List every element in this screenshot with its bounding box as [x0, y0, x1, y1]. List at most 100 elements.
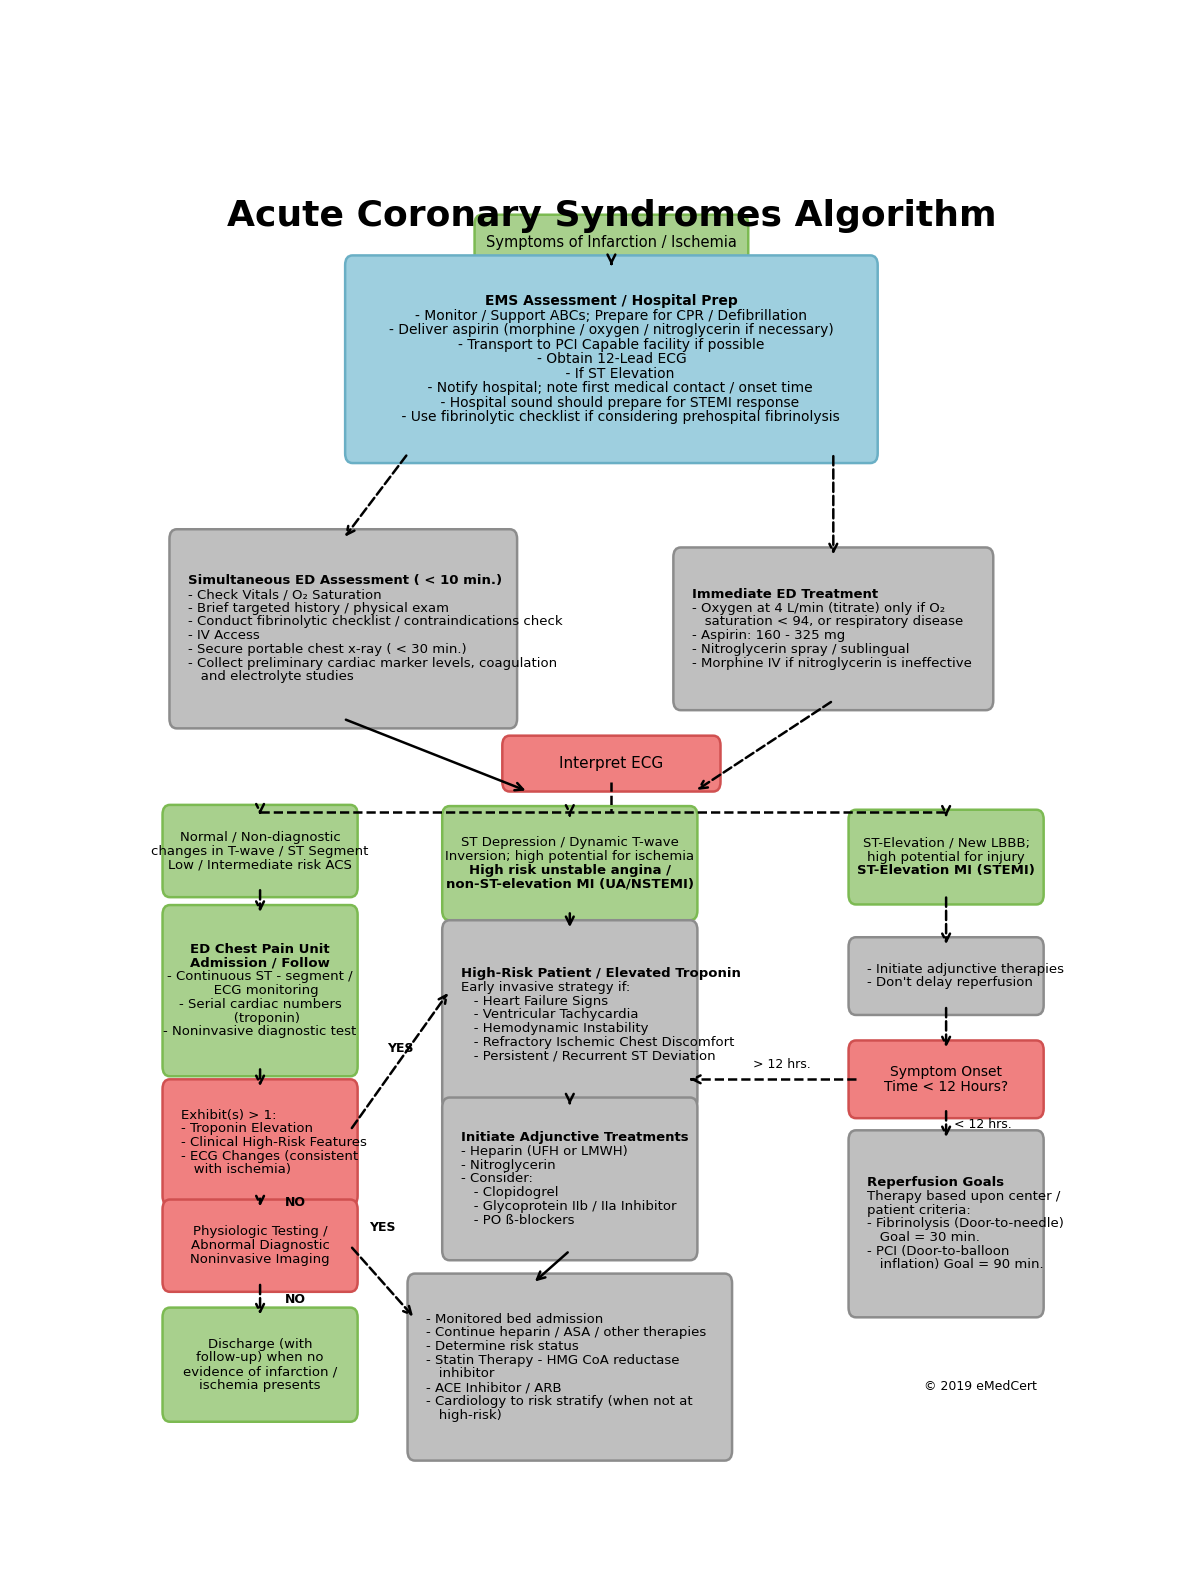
Text: - Hospital sound should prepare for STEMI response: - Hospital sound should prepare for STEM…: [424, 396, 799, 410]
Text: - Clinical High-Risk Features: - Clinical High-Risk Features: [181, 1135, 367, 1150]
Text: - Collect preliminary cardiac marker levels, coagulation: - Collect preliminary cardiac marker lev…: [188, 656, 557, 670]
Text: high potential for injury: high potential for injury: [867, 850, 1025, 864]
FancyBboxPatch shape: [502, 735, 721, 792]
Text: Reperfusion Goals: Reperfusion Goals: [867, 1176, 1005, 1189]
Text: - Refractory Ischemic Chest Discomfort: - Refractory Ischemic Chest Discomfort: [460, 1036, 734, 1049]
Text: High risk unstable angina /: High risk unstable angina /: [469, 864, 670, 877]
Text: ST Depression / Dynamic T-wave: ST Depression / Dynamic T-wave: [460, 836, 679, 848]
Text: Early invasive strategy if:: Early invasive strategy if:: [460, 981, 630, 994]
Text: - Heart Failure Signs: - Heart Failure Signs: [460, 995, 607, 1008]
Text: with ischemia): with ischemia): [181, 1164, 291, 1176]
FancyBboxPatch shape: [345, 255, 878, 464]
Text: evidence of infarction /: evidence of infarction /: [183, 1366, 338, 1378]
Text: EMS Assessment / Hospital Prep: EMS Assessment / Hospital Prep: [486, 295, 737, 309]
Text: inhibitor: inhibitor: [426, 1367, 494, 1380]
Text: - Brief targeted history / physical exam: - Brief targeted history / physical exam: [188, 602, 449, 615]
Text: follow-up) when no: follow-up) when no: [197, 1351, 323, 1364]
Text: Time < 12 Hours?: Time < 12 Hours?: [884, 1080, 1008, 1093]
Text: - Continuous ST - segment /: - Continuous ST - segment /: [167, 970, 353, 984]
Text: - Aspirin: 160 - 325 mg: - Aspirin: 160 - 325 mg: [692, 629, 845, 642]
FancyBboxPatch shape: [162, 1079, 358, 1205]
Text: Discharge (with: Discharge (with: [208, 1337, 313, 1350]
Text: - Fibrinolysis (Door-to-needle): - Fibrinolysis (Door-to-needle): [867, 1217, 1064, 1230]
Text: Normal / Non-diagnostic: Normal / Non-diagnostic: [180, 831, 340, 844]
Text: - Monitored bed admission: - Monitored bed admission: [426, 1312, 604, 1326]
Text: - Secure portable chest x-ray ( < 30 min.): - Secure portable chest x-ray ( < 30 min…: [188, 643, 466, 656]
Text: - Heparin (UFH or LMWH): - Heparin (UFH or LMWH): [460, 1145, 628, 1158]
Text: - ACE Inhibitor / ARB: - ACE Inhibitor / ARB: [426, 1381, 562, 1394]
Text: - Initiate adjunctive therapies: - Initiate adjunctive therapies: [867, 962, 1064, 976]
Text: Admission / Follow: Admission / Follow: [190, 957, 330, 970]
Text: - Cardiology to risk stratify (when not at: - Cardiology to risk stratify (when not …: [426, 1396, 693, 1408]
Text: Low / Intermediate risk ACS: Low / Intermediate risk ACS: [168, 858, 352, 871]
Text: - Check Vitals / O₂ Saturation: - Check Vitals / O₂ Saturation: [188, 588, 382, 601]
FancyBboxPatch shape: [443, 921, 698, 1110]
Text: ST-Elevation / New LBBB;: ST-Elevation / New LBBB;: [863, 837, 1030, 850]
Text: saturation < 94, or respiratory disease: saturation < 94, or respiratory disease: [692, 615, 963, 629]
Text: - Transport to PCI Capable facility if possible: - Transport to PCI Capable facility if p…: [458, 337, 765, 352]
Text: - IV Access: - IV Access: [188, 629, 260, 642]
Text: inflation) Goal = 90 min.: inflation) Goal = 90 min.: [867, 1258, 1044, 1271]
Text: Goal = 30 min.: Goal = 30 min.: [867, 1232, 979, 1244]
Text: Interpret ECG: Interpret ECG: [560, 755, 663, 771]
Text: - Morphine IV if nitroglycerin is ineffective: - Morphine IV if nitroglycerin is ineffe…: [692, 656, 972, 670]
FancyBboxPatch shape: [162, 804, 358, 897]
Text: - Clopidogrel: - Clopidogrel: [460, 1186, 558, 1199]
Text: Initiate Adjunctive Treatments: Initiate Adjunctive Treatments: [460, 1131, 688, 1145]
Text: - Troponin Elevation: - Troponin Elevation: [181, 1123, 313, 1135]
Text: - ECG Changes (consistent: - ECG Changes (consistent: [181, 1150, 358, 1162]
Text: - Monitor / Support ABCs; Prepare for CPR / Defibrillation: - Monitor / Support ABCs; Prepare for CP…: [415, 309, 808, 323]
Text: ischemia presents: ischemia presents: [199, 1378, 321, 1392]
Text: High-Risk Patient / Elevated Troponin: High-Risk Patient / Elevated Troponin: [460, 967, 741, 981]
FancyBboxPatch shape: [408, 1274, 733, 1460]
Text: and electrolyte studies: and electrolyte studies: [188, 670, 353, 683]
Text: - Persistent / Recurrent ST Deviation: - Persistent / Recurrent ST Deviation: [460, 1050, 716, 1063]
FancyBboxPatch shape: [443, 806, 698, 921]
Text: Inversion; high potential for ischemia: Inversion; high potential for ischemia: [445, 850, 694, 863]
Text: Physiologic Testing /: Physiologic Testing /: [193, 1225, 327, 1238]
Text: - If ST Elevation: - If ST Elevation: [549, 367, 674, 380]
Text: - Conduct fibrinolytic checklist / contraindications check: - Conduct fibrinolytic checklist / contr…: [188, 615, 563, 629]
Text: - Determine risk status: - Determine risk status: [426, 1340, 579, 1353]
FancyBboxPatch shape: [848, 1041, 1044, 1118]
Text: - Notify hospital; note first medical contact / onset time: - Notify hospital; note first medical co…: [410, 382, 812, 396]
FancyBboxPatch shape: [848, 809, 1044, 905]
Text: - PCI (Door-to-balloon: - PCI (Door-to-balloon: [867, 1244, 1009, 1258]
Text: < 12 hrs.: < 12 hrs.: [954, 1118, 1012, 1131]
FancyBboxPatch shape: [162, 1200, 358, 1292]
Text: - Oxygen at 4 L/min (titrate) only if O₂: - Oxygen at 4 L/min (titrate) only if O₂: [692, 602, 945, 615]
Text: non-ST-elevation MI (UA/NSTEMI): non-ST-elevation MI (UA/NSTEMI): [446, 877, 694, 891]
Text: NO: NO: [285, 1195, 305, 1210]
FancyBboxPatch shape: [475, 214, 748, 271]
Text: - Ventricular Tachycardia: - Ventricular Tachycardia: [460, 1008, 638, 1022]
Text: - Deliver aspirin (morphine / oxygen / nitroglycerin if necessary): - Deliver aspirin (morphine / oxygen / n…: [389, 323, 834, 337]
Text: - Don't delay reperfusion: - Don't delay reperfusion: [867, 976, 1033, 989]
Text: patient criteria:: patient criteria:: [867, 1203, 971, 1216]
Text: Symptoms of Infarction / Ischemia: Symptoms of Infarction / Ischemia: [486, 235, 737, 251]
Text: - PO ß-blockers: - PO ß-blockers: [460, 1214, 574, 1227]
Text: Symptom Onset: Symptom Onset: [890, 1064, 1002, 1079]
Text: - Consider:: - Consider:: [460, 1172, 532, 1186]
Text: ECG monitoring: ECG monitoring: [202, 984, 319, 997]
Text: - Nitroglycerin spray / sublingual: - Nitroglycerin spray / sublingual: [692, 643, 909, 656]
Text: - Hemodynamic Instability: - Hemodynamic Instability: [460, 1022, 648, 1035]
Text: Exhibit(s) > 1:: Exhibit(s) > 1:: [181, 1109, 277, 1121]
Text: changes in T-wave / ST Segment: changes in T-wave / ST Segment: [152, 845, 369, 858]
FancyBboxPatch shape: [169, 530, 517, 729]
Text: Simultaneous ED Assessment ( < 10 min.): Simultaneous ED Assessment ( < 10 min.): [188, 574, 502, 587]
Text: YES: YES: [387, 1042, 413, 1055]
Text: - Statin Therapy - HMG CoA reductase: - Statin Therapy - HMG CoA reductase: [426, 1353, 680, 1367]
Text: (troponin): (troponin): [221, 1011, 299, 1025]
Text: © 2019 eMedCert: © 2019 eMedCert: [923, 1380, 1037, 1392]
Text: Acute Coronary Syndromes Algorithm: Acute Coronary Syndromes Algorithm: [227, 199, 996, 233]
Text: Abnormal Diagnostic: Abnormal Diagnostic: [191, 1240, 329, 1252]
Text: - Noninvasive diagnostic test: - Noninvasive diagnostic test: [163, 1025, 357, 1038]
FancyBboxPatch shape: [162, 1307, 358, 1422]
FancyBboxPatch shape: [673, 547, 994, 710]
Text: Therapy based upon center /: Therapy based upon center /: [867, 1191, 1061, 1203]
Text: - Continue heparin / ASA / other therapies: - Continue heparin / ASA / other therapi…: [426, 1326, 706, 1339]
Text: Noninvasive Imaging: Noninvasive Imaging: [190, 1252, 330, 1266]
Text: high-risk): high-risk): [426, 1408, 502, 1421]
Text: NO: NO: [285, 1293, 305, 1306]
Text: > 12 hrs.: > 12 hrs.: [753, 1058, 811, 1071]
